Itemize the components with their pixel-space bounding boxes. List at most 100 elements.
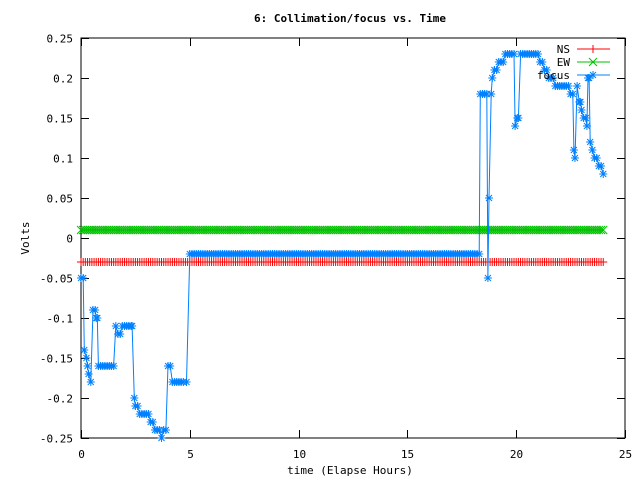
data-point-EW (213, 225, 223, 235)
data-point-EW (78, 225, 88, 235)
data-point-EW (342, 225, 351, 235)
data-point-EW (281, 225, 290, 235)
data-point-EW (337, 225, 347, 235)
y-tick-label: -0.25 (40, 433, 73, 446)
data-point-EW (568, 225, 578, 235)
data-point-EW (592, 225, 602, 235)
data-point-EW (537, 225, 547, 235)
data-point-EW (165, 225, 175, 235)
data-point-EW (76, 225, 86, 235)
data-point-EW (461, 225, 471, 235)
data-point-EW (507, 225, 517, 235)
data-point-EW (496, 225, 506, 235)
data-point-EW (183, 225, 192, 235)
data-point-focus (511, 122, 520, 130)
data-point-EW (376, 225, 386, 235)
data-point-EW (292, 225, 301, 235)
x-axis-label: time (Elapse Hours) (287, 464, 413, 477)
data-point-EW (257, 225, 266, 235)
data-point-EW (540, 225, 549, 235)
data-point-EW (553, 225, 562, 235)
data-point-EW (440, 225, 449, 235)
data-point-EW (331, 225, 340, 235)
data-point-EW (159, 225, 169, 235)
data-point-EW (126, 225, 136, 235)
data-point-EW (405, 225, 414, 235)
data-point-EW (242, 225, 251, 235)
data-point-EW (200, 225, 210, 235)
data-point-EW (283, 225, 293, 235)
data-point-EW (211, 225, 221, 235)
data-point-EW (139, 225, 149, 235)
data-point-focus (133, 402, 142, 410)
data-point-EW (350, 225, 360, 235)
y-tick-label: -0.05 (40, 273, 73, 286)
data-point-focus (538, 58, 547, 66)
series-EW (76, 225, 608, 235)
data-point-EW (492, 225, 501, 235)
data-point-EW (263, 225, 273, 235)
data-point-EW (185, 225, 195, 235)
x-tick-label: 25 (619, 448, 632, 461)
data-point-EW (450, 225, 460, 235)
data-point-EW (520, 225, 530, 235)
data-point-focus (586, 138, 595, 146)
series-layer (76, 50, 608, 442)
data-point-EW (326, 225, 336, 235)
data-point-EW (572, 225, 582, 235)
data-point-EW (224, 225, 234, 235)
data-point-EW (398, 225, 408, 235)
data-point-EW (178, 225, 188, 235)
data-point-EW (168, 225, 177, 235)
x-tick-label: 0 (78, 448, 85, 461)
data-point-EW (115, 225, 125, 235)
legend-marker-NS (589, 45, 597, 53)
data-point-EW (100, 225, 110, 235)
data-point-focus (91, 306, 100, 314)
data-point-focus (597, 162, 606, 170)
data-point-EW (431, 225, 441, 235)
x-tick-label: 20 (510, 448, 523, 461)
data-point-EW (448, 225, 458, 235)
data-point-EW (311, 225, 321, 235)
data-point-EW (583, 225, 593, 235)
data-point-EW (357, 225, 367, 235)
data-point-EW (446, 225, 456, 235)
data-point-EW (248, 225, 258, 235)
data-point-focus (599, 170, 608, 178)
data-point-EW (91, 225, 101, 235)
data-point-EW (546, 225, 556, 235)
data-point-EW (566, 225, 575, 235)
data-point-EW (133, 225, 142, 235)
data-point-EW (494, 225, 504, 235)
y-tick-label: -0.1 (47, 313, 74, 326)
data-point-EW (429, 225, 438, 235)
data-point-focus (573, 82, 582, 90)
data-point-EW (207, 225, 216, 235)
data-point-EW (344, 225, 354, 235)
legend-marker-EW (588, 57, 598, 67)
data-point-EW (355, 225, 364, 235)
data-point-EW (500, 225, 510, 235)
data-point-NS (599, 258, 608, 266)
data-point-EW (509, 225, 519, 235)
data-point-EW (359, 225, 369, 235)
data-point-focus (592, 154, 601, 162)
data-point-EW (392, 225, 401, 235)
data-point-EW (394, 225, 404, 235)
data-point-focus (109, 362, 118, 370)
data-point-EW (215, 225, 225, 235)
data-point-focus (130, 394, 139, 402)
data-point-EW (152, 225, 162, 235)
chart-title: 6: Collimation/focus vs. Time (254, 12, 446, 25)
data-point-EW (120, 225, 129, 235)
data-point-EW (255, 225, 264, 235)
data-point-EW (498, 225, 508, 235)
data-point-EW (548, 225, 558, 235)
data-point-EW (274, 225, 284, 235)
data-point-focus (128, 322, 137, 330)
data-point-EW (329, 225, 338, 235)
data-point-EW (289, 225, 299, 235)
y-tick-label: 0.25 (47, 33, 74, 46)
